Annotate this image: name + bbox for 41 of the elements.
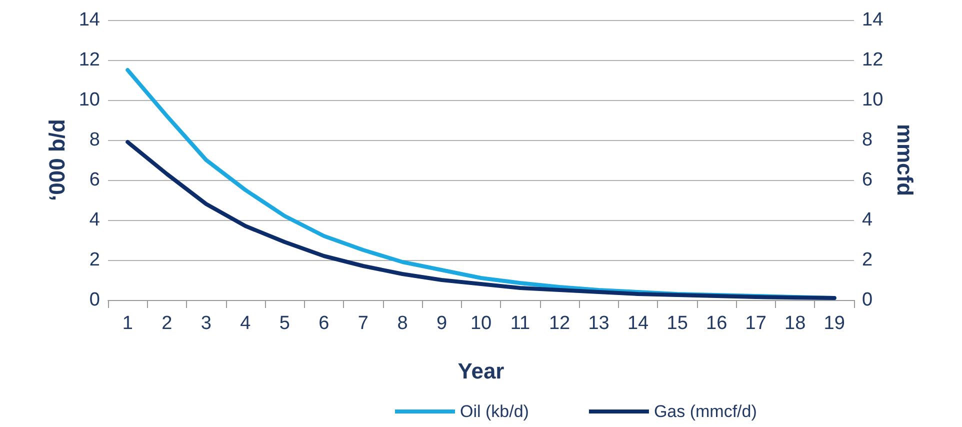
y-tick-label: 8 xyxy=(89,130,100,150)
x-tick-label: 10 xyxy=(470,313,492,334)
x-tick-label: 17 xyxy=(745,313,766,334)
x-tick-label: 14 xyxy=(627,313,650,334)
x-tick-label: 9 xyxy=(436,313,448,334)
y-tick-label: 4 xyxy=(89,210,100,230)
y-tick-label: 14 xyxy=(78,10,100,30)
x-tick-label: 18 xyxy=(784,313,806,334)
y2-tick-label: 12 xyxy=(862,50,884,70)
x-tick-label: 5 xyxy=(279,313,290,334)
x-tick-label: 13 xyxy=(588,313,610,334)
x-tick-label: 4 xyxy=(240,313,252,334)
legend-label: Gas (mmcf/d) xyxy=(654,402,757,421)
y-tick-label: 6 xyxy=(89,170,100,190)
y-tick-label: 2 xyxy=(89,250,100,270)
y2-tick-label: 6 xyxy=(862,170,873,190)
y2-axis-title: mmcfd xyxy=(892,124,918,196)
y2-tick-label: 14 xyxy=(862,10,884,30)
x-tick-label: 15 xyxy=(666,313,688,334)
x-tick-label: 11 xyxy=(510,313,530,334)
line-series xyxy=(126,140,836,300)
y2-tick-label: 2 xyxy=(862,250,873,270)
y-tick-label: 12 xyxy=(78,50,100,70)
x-axis-title: Year xyxy=(458,358,505,384)
x-tick-label: 7 xyxy=(358,313,368,334)
y2-tick-label: 0 xyxy=(862,290,873,310)
x-tick-label: 2 xyxy=(162,313,172,334)
x-tick-label: 3 xyxy=(200,313,212,334)
y2-tick-label: 4 xyxy=(862,210,873,230)
x-tick-label: 12 xyxy=(548,313,570,334)
y-tick-label: 10 xyxy=(78,90,100,110)
x-tick-label: 19 xyxy=(824,313,845,334)
y-tick-label: 0 xyxy=(89,290,100,310)
y2-tick-label: 10 xyxy=(862,90,884,110)
x-tick-label: 6 xyxy=(318,313,330,334)
x-tick-label: 8 xyxy=(397,313,408,334)
legend-label: Oil (kb/d) xyxy=(460,402,529,421)
x-tick-label: 1 xyxy=(122,313,133,334)
x-tick-label: 16 xyxy=(706,313,728,334)
y-axis-title: ‘000 b/d xyxy=(44,119,70,201)
y2-tick-label: 8 xyxy=(862,130,873,150)
